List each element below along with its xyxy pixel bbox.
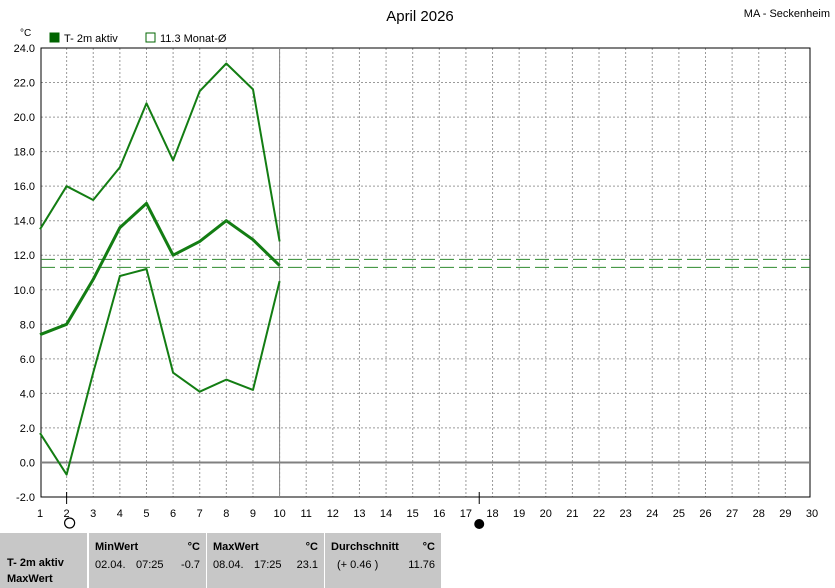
min-header: MinWert xyxy=(95,541,139,553)
series-min-line xyxy=(39,268,281,476)
legend-swatch-outline xyxy=(145,32,156,43)
x-tick-label: 8 xyxy=(223,508,229,520)
min-value-cell: MinWert °C 02.04. 07:25 -0.7 xyxy=(88,533,206,588)
x-tick-label: 30 xyxy=(806,508,818,520)
y-tick-label: 18.0 xyxy=(14,147,35,159)
x-tick-label: 11 xyxy=(300,508,311,520)
station-label: MA - Seckenheim xyxy=(744,8,830,20)
avg-header: Durchschnitt xyxy=(331,541,399,553)
x-tick-label: 14 xyxy=(380,508,392,520)
max-date: 08.04. xyxy=(213,559,244,571)
chart-title: April 2026 xyxy=(386,8,454,25)
x-tick-label: 22 xyxy=(593,508,605,520)
min-value: -0.7 xyxy=(181,559,200,571)
x-tick-label: 13 xyxy=(353,508,365,520)
x-tick-label: 17 xyxy=(460,508,472,520)
legend: T- 2m aktiv 11.3 Monat-Ø xyxy=(49,32,227,45)
x-tick-label: 10 xyxy=(273,508,285,520)
max-value: 23.1 xyxy=(296,559,318,571)
x-tick-label: 21 xyxy=(566,508,578,520)
stats-row-label-cell: T- 2m aktiv MaxWert xyxy=(0,533,87,588)
series-mean-line xyxy=(39,201,281,337)
full-moon-icon xyxy=(64,517,76,529)
y-tick-label: 22.0 xyxy=(14,78,35,90)
max-time: 17:25 xyxy=(254,559,282,571)
x-tick-label: 18 xyxy=(486,508,498,520)
x-tick-label: 15 xyxy=(407,508,419,520)
avg-value: 11.76 xyxy=(408,559,435,571)
average-cell: Durchschnitt °C (+ 0.46 ) 11.76 xyxy=(324,533,441,588)
x-tick-label: 3 xyxy=(90,508,96,520)
row-label-2: MaxWert xyxy=(7,573,53,585)
x-tick-label: 5 xyxy=(143,508,149,520)
legend-swatch-filled xyxy=(49,32,60,43)
x-tick-label: 24 xyxy=(646,508,658,520)
new-moon-icon xyxy=(474,519,485,529)
min-date: 02.04. xyxy=(95,559,126,571)
y-tick-label: 0.0 xyxy=(20,457,35,469)
x-tick-label: 7 xyxy=(197,508,203,520)
legend-label-current: T- 2m aktiv xyxy=(64,33,118,45)
axes: -2.0 0.0 2.0 4.0 6.0 8.0 10.0 12.0 14.0 16.0 18.0 2… xyxy=(14,43,818,529)
row-label: T- 2m aktiv xyxy=(7,557,64,569)
y-tick-label: 20.0 xyxy=(14,112,35,124)
y-tick-label: 4.0 xyxy=(20,388,35,400)
series-max-line xyxy=(39,62,281,242)
y-tick-label: 6.0 xyxy=(20,354,35,366)
x-tick-label: 4 xyxy=(117,508,123,520)
x-tick-label: 9 xyxy=(250,508,256,520)
x-tick-label: 25 xyxy=(673,508,685,520)
avg-unit: °C xyxy=(422,541,435,553)
stats-panel: T- 2m aktiv MaxWert MinWert °C 02.04. 07… xyxy=(0,533,835,588)
x-tick-label: 29 xyxy=(779,508,791,520)
y-tick-label: 16.0 xyxy=(14,181,35,193)
min-unit: °C xyxy=(187,541,200,553)
y-tick-label: -2.0 xyxy=(16,492,35,504)
max-value-cell: MaxWert °C 08.04. 17:25 23.1 xyxy=(206,533,324,588)
plot-frame xyxy=(40,47,811,498)
x-tick-label: 28 xyxy=(753,508,765,520)
x-tick-label: 26 xyxy=(699,508,711,520)
y-tick-label: 2.0 xyxy=(20,423,35,435)
max-unit: °C xyxy=(305,541,318,553)
x-tick-label: 27 xyxy=(726,508,738,520)
marks xyxy=(39,62,810,476)
y-tick-label: 8.0 xyxy=(20,319,35,331)
min-time: 07:25 xyxy=(136,559,164,571)
x-tick-label: 20 xyxy=(540,508,552,520)
x-tick-label: 6 xyxy=(170,508,176,520)
x-tick-label: 2 xyxy=(64,508,70,520)
x-tick-label: 19 xyxy=(513,508,525,520)
y-unit-label: °C xyxy=(20,28,31,39)
max-header: MaxWert xyxy=(213,541,259,553)
y-tick-label: 24.0 xyxy=(14,43,35,55)
y-tick-label: 14.0 xyxy=(14,216,35,228)
avg-delta: (+ 0.46 ) xyxy=(337,559,379,571)
y-tick-label: 10.0 xyxy=(14,285,35,297)
legend-label-average: 11.3 Monat-Ø xyxy=(160,33,227,45)
x-tick-label: 1 xyxy=(37,508,43,520)
x-tick-label: 12 xyxy=(327,508,339,520)
grid xyxy=(41,47,810,498)
y-tick-label: 12.0 xyxy=(14,250,35,262)
x-tick-label: 16 xyxy=(433,508,445,520)
temperature-chart: April 2026 MA - Seckenheim °C T- 2m akti… xyxy=(14,8,830,529)
x-tick-label: 23 xyxy=(620,508,632,520)
